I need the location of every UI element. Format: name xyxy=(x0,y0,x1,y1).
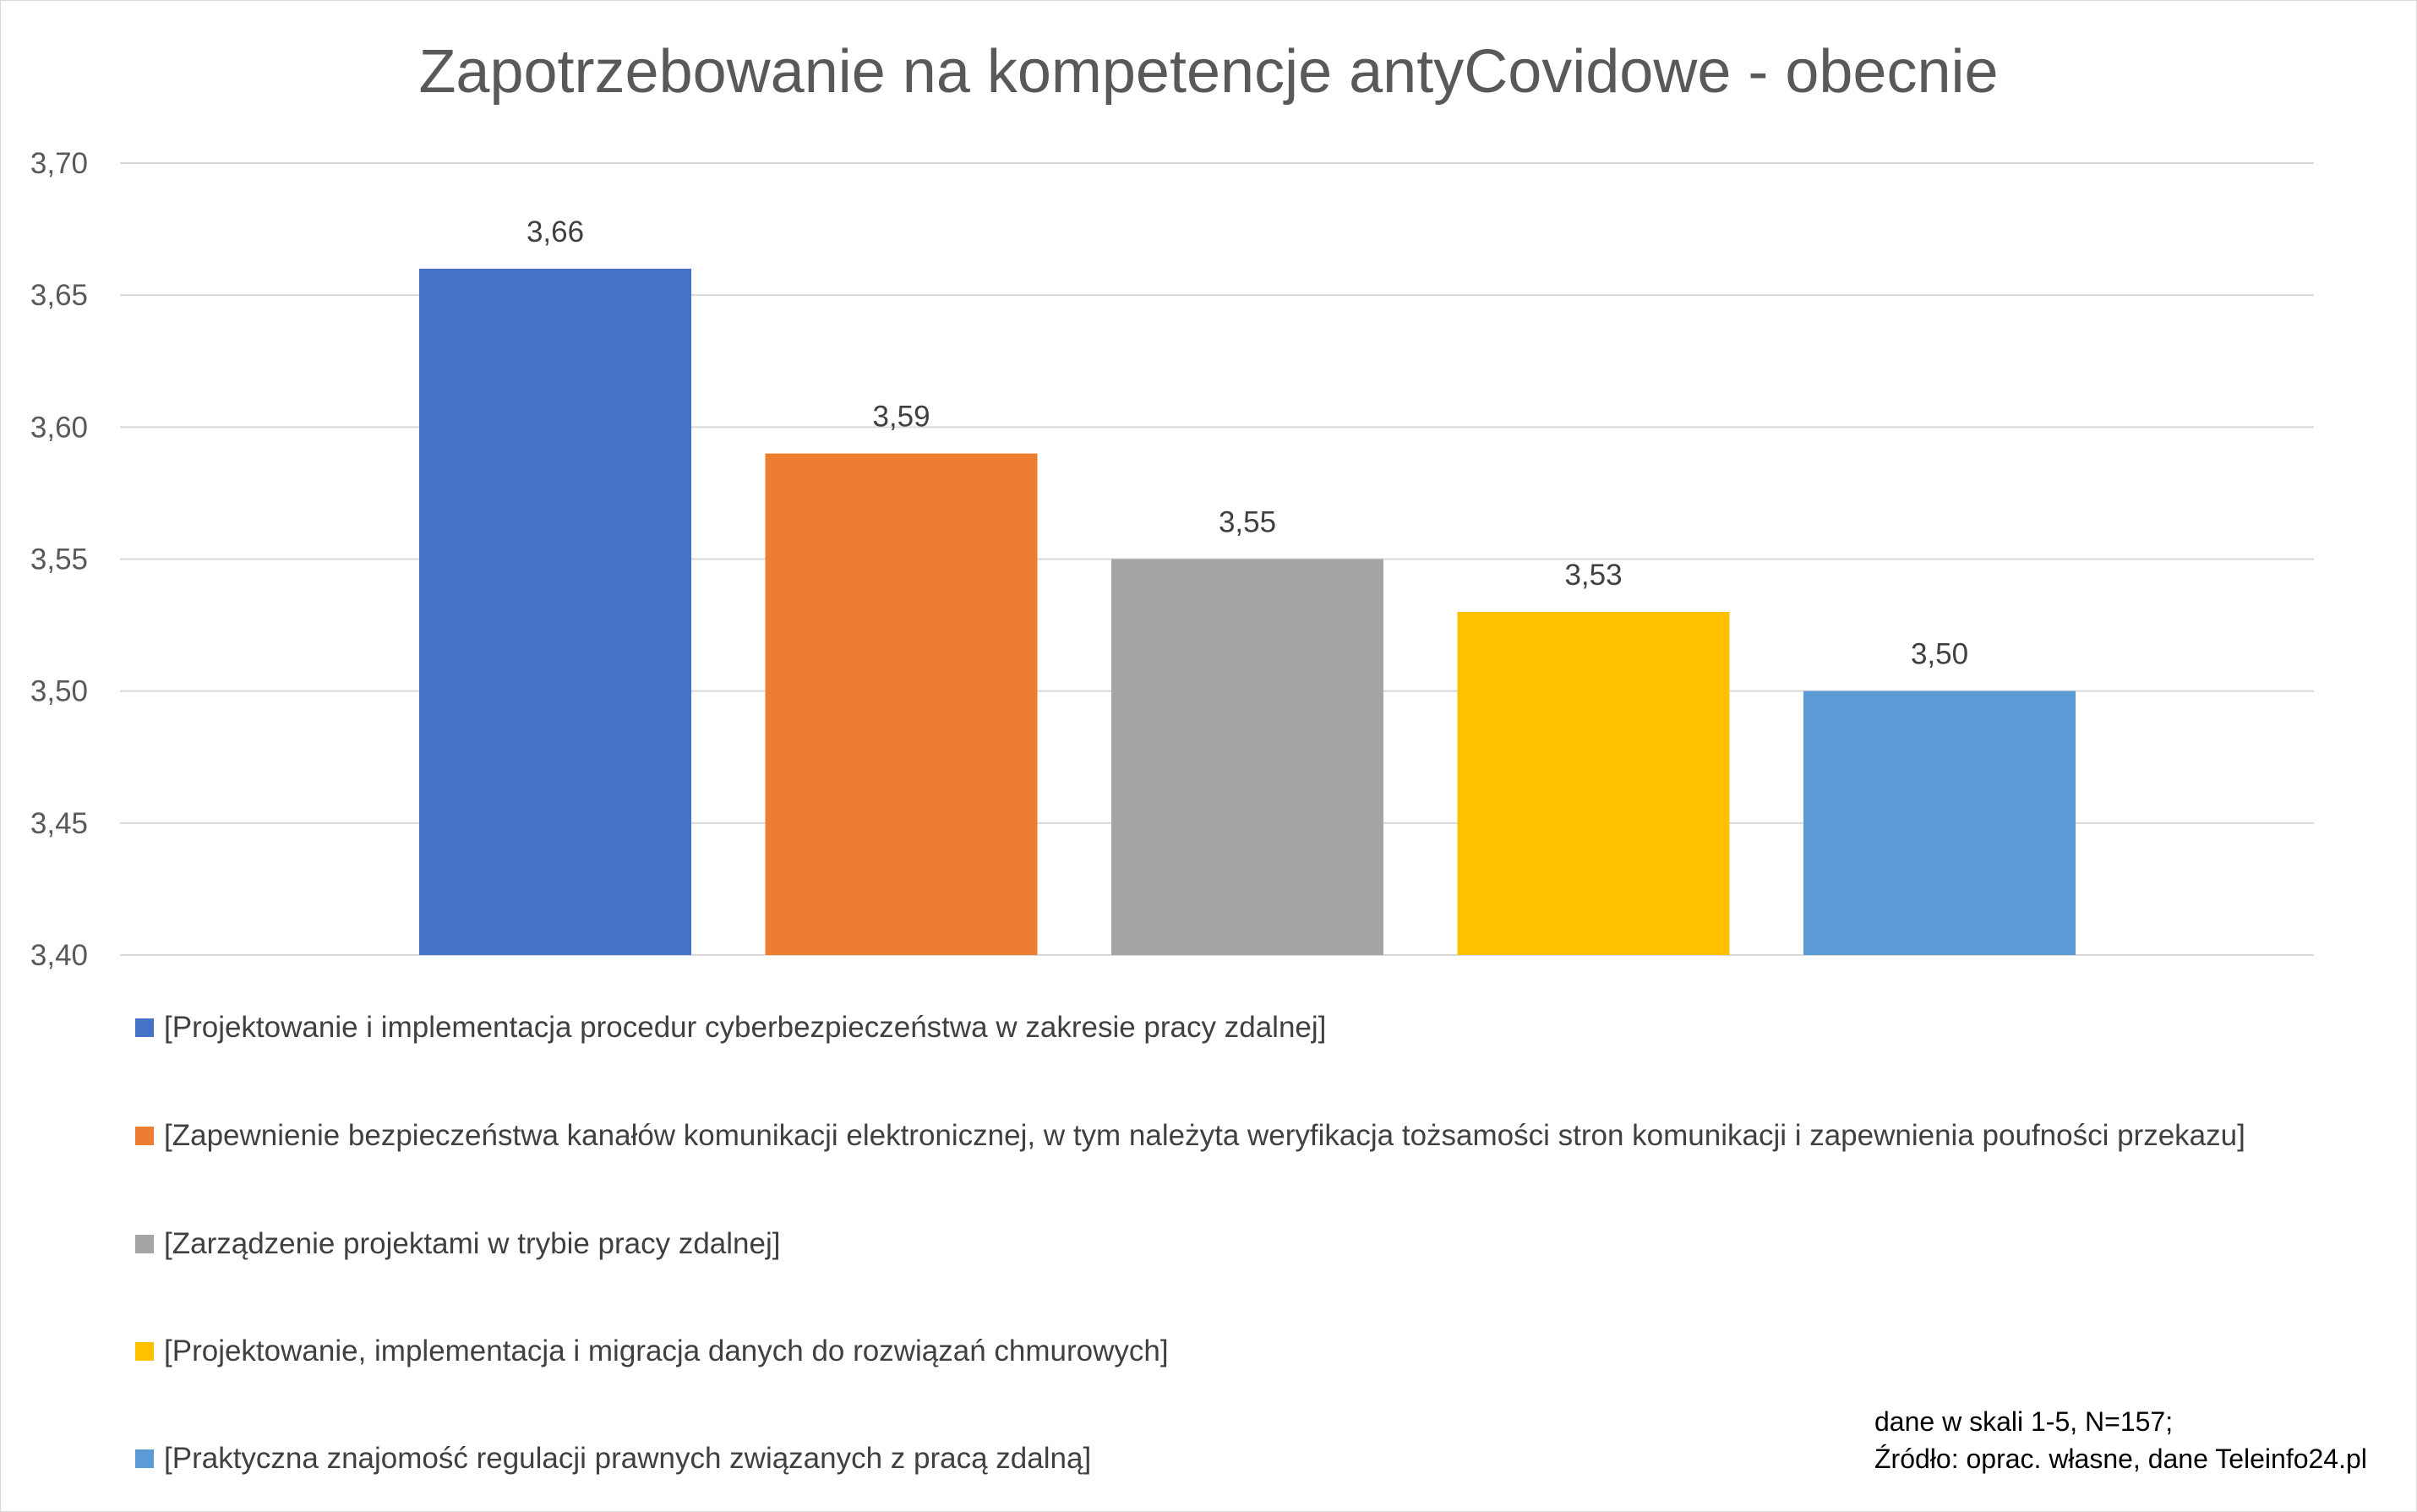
legend-label: [Zapewnienie bezpieczeństwa kanałów komu… xyxy=(164,1119,2245,1152)
y-tick-label: 3,40 xyxy=(30,939,88,972)
data-label: 3,55 xyxy=(1219,506,1276,539)
y-tick-label: 3,60 xyxy=(30,411,88,444)
data-label: 3,66 xyxy=(527,216,584,248)
bar xyxy=(1111,559,1383,955)
chart-title: Zapotrzebowanie na kompetencje antyCovid… xyxy=(418,38,1999,106)
data-labels: 3,66 3,59 3,55 3,53 3,50 xyxy=(527,216,1968,671)
legend-item: [Projektowanie i implementacja procedur … xyxy=(135,1006,2299,1050)
y-tick-label: 3,70 xyxy=(30,147,88,180)
y-axis-ticks: 3,40 3,45 3,50 3,55 3,60 3,65 3,70 xyxy=(30,147,88,972)
data-label: 3,50 xyxy=(1911,638,1968,671)
legend-item: [Projektowanie, implementacja i migracja… xyxy=(135,1329,2299,1373)
legend-label: [Projektowanie, implementacja i migracja… xyxy=(164,1335,1169,1367)
y-tick-label: 3,55 xyxy=(30,543,88,576)
data-label: 3,59 xyxy=(872,401,930,434)
legend-swatch xyxy=(135,1342,154,1361)
scale-note: dane w skali 1-5, N=157; xyxy=(1874,1406,2174,1437)
data-label: 3,53 xyxy=(1564,559,1622,592)
bars xyxy=(419,268,2076,955)
bar xyxy=(1803,690,2076,955)
source-note: dane w skali 1-5, N=157; Źródło: oprac. … xyxy=(1874,1403,2367,1477)
y-tick-label: 3,65 xyxy=(30,279,88,312)
legend-item: [Zarządzenie projektami w trybie pracy z… xyxy=(135,1222,2299,1266)
legend-swatch xyxy=(135,1127,154,1145)
bar xyxy=(419,268,691,955)
y-tick-label: 3,45 xyxy=(30,807,88,840)
legend-swatch xyxy=(135,1449,154,1468)
legend-item: [Zapewnienie bezpieczeństwa kanałów komu… xyxy=(135,1114,2299,1158)
bar xyxy=(765,453,1038,955)
y-tick-label: 3,50 xyxy=(30,675,88,708)
legend-swatch xyxy=(135,1018,154,1037)
legend-label: [Projektowanie i implementacja procedur … xyxy=(164,1011,1327,1044)
bar xyxy=(1457,611,1730,955)
legend-swatch xyxy=(135,1235,154,1253)
legend-label: [Praktyczna znajomość regulacji prawnych… xyxy=(164,1442,1092,1475)
source-text: Źródło: oprac. własne, dane Teleinfo24.p… xyxy=(1874,1444,2367,1474)
legend-label: [Zarządzenie projektami w trybie pracy z… xyxy=(164,1227,781,1260)
legend-item: [Praktyczna znajomość regulacji prawnych… xyxy=(135,1437,2299,1481)
